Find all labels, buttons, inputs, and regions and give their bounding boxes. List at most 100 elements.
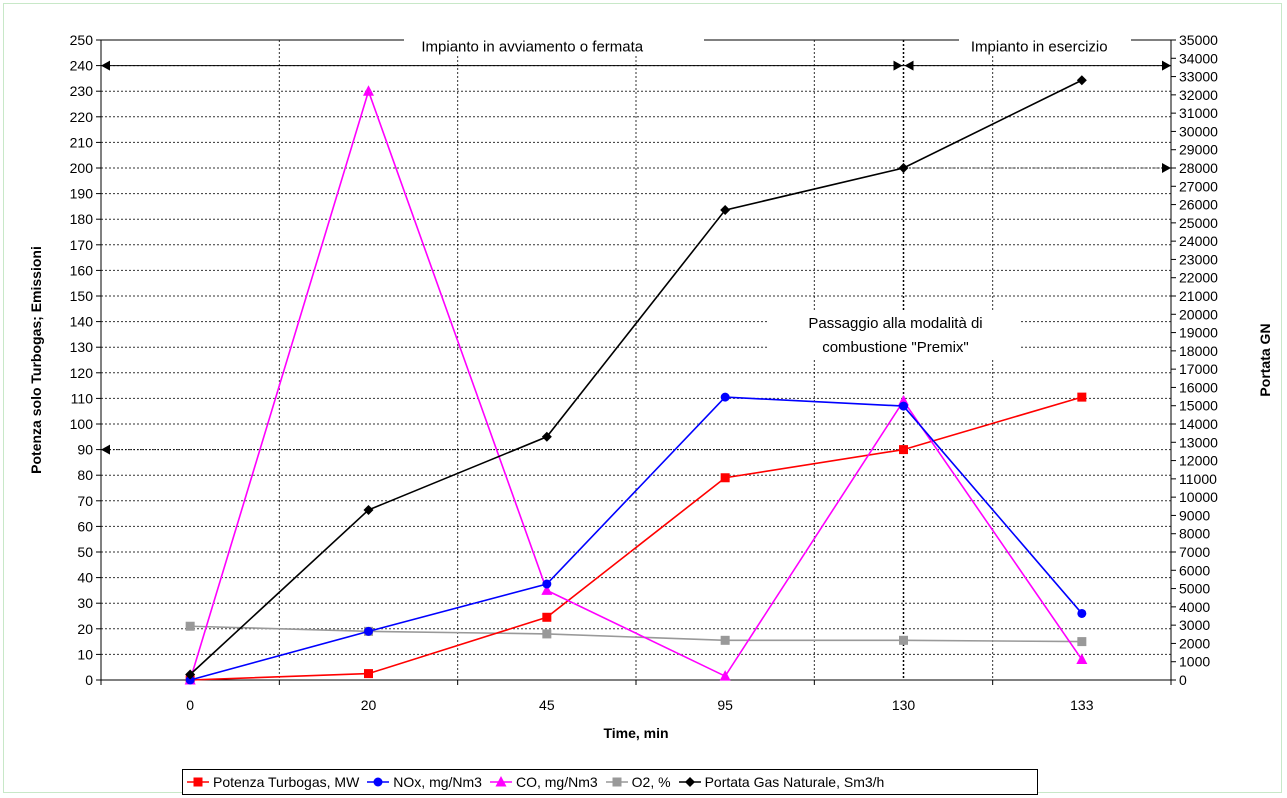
point-potenza-turbogas-mw: [720, 473, 730, 483]
point-potenza-turbogas-mw: [364, 669, 373, 679]
chart-frame: 0 10 20 30 40 50 60 70 80 90 100 110 120 130 140 150 160…: [3, 3, 1282, 795]
y-right-tick-label: 27000: [1179, 178, 1218, 194]
legend-item-nox-mg-nm3: NOx, mg/Nm3: [367, 774, 482, 790]
y-right-tick-label: 24000: [1179, 233, 1218, 249]
series-line-co-mg-nm3: [189, 88, 1083, 681]
y-left-tick-label: 120: [70, 365, 94, 381]
annotation-bg: [769, 310, 1021, 360]
point-potenza-turbogas-mw: [542, 612, 552, 622]
y-right-tick-label: 31000: [1179, 105, 1218, 121]
y-left-tick-label: 180: [70, 211, 94, 227]
y-right-axis-title: Portata GN: [1257, 323, 1273, 396]
y-right-tick-label: 34000: [1179, 50, 1218, 66]
y-right-tick-label: 12000: [1179, 453, 1218, 469]
y-left-tick-label: 240: [70, 58, 94, 74]
y-right-tick-label: 5000: [1179, 581, 1210, 597]
y-left-tick-label: 130: [70, 339, 94, 355]
y-left-tick-label: 10: [77, 646, 93, 662]
y-right-tick-label: 15000: [1179, 398, 1218, 414]
y-right-tick-label: 33000: [1179, 69, 1218, 85]
y-right-tick-label: 28000: [1179, 160, 1218, 176]
point-nox-mg-nm3: [185, 675, 195, 685]
series-line-portata-gas-naturale-sm3-h: [189, 79, 1083, 676]
point-portata-gas-naturale-sm3-h: [363, 504, 374, 515]
legend-swatch: [605, 777, 628, 787]
y-right-tick-label: 1000: [1179, 654, 1210, 670]
point-nox-mg-nm3: [364, 626, 373, 636]
y-right-tick-label: 21000: [1179, 288, 1218, 304]
y-right-tick-label: 17000: [1179, 361, 1218, 377]
y-right-tick-label: 3000: [1179, 617, 1210, 633]
legend-swatch: [678, 777, 701, 787]
x-tick-label: 133: [1070, 697, 1094, 713]
legend-item-portata-gas-naturale-sm3-h: Portata Gas Naturale, Sm3/h: [678, 774, 885, 790]
y-right-tick-label: 7000: [1179, 544, 1210, 560]
y-left-tick-label: 50: [77, 544, 93, 560]
y-right-tick-label: 32000: [1179, 87, 1218, 103]
legend-label: Potenza Turbogas, MW: [213, 774, 360, 790]
annotation-bg: [404, 37, 704, 56]
point-portata-gas-naturale-sm3-h: [541, 431, 552, 442]
y-left-tick-label: 150: [70, 288, 94, 304]
y-left-tick-label: 250: [70, 32, 94, 48]
x-tick-label: 95: [717, 697, 733, 713]
y-left-tick-label: 230: [70, 83, 94, 99]
y-left-tick-label: 110: [71, 390, 94, 406]
y-right-tick-label: 0: [1179, 672, 1187, 688]
y-right-tick-label: 6000: [1179, 562, 1210, 578]
power-ref-arrow: [101, 444, 110, 455]
y-left-tick-label: 140: [70, 314, 94, 330]
chart-legend: Potenza Turbogas, MW NOx, mg/Nm3 CO, mg/Nm…: [182, 769, 1038, 795]
y-right-tick-label: 22000: [1179, 270, 1218, 286]
point-o2: [899, 635, 908, 645]
series-line-nox-mg-nm3: [189, 396, 1083, 681]
y-left-tick-label: 210: [70, 134, 94, 150]
point-portata-gas-naturale-sm3-h: [898, 163, 909, 173]
y-right-tick-label: 25000: [1179, 215, 1218, 231]
x-tick-label: 130: [892, 697, 916, 713]
phase-arrow-mid-right: [893, 60, 903, 71]
annotation-premix-line1: Passaggio alla modalità di: [808, 315, 982, 332]
y-right-tick-label: 9000: [1179, 507, 1210, 523]
y-right-tick-label: 20000: [1179, 306, 1218, 322]
point-nox-mg-nm3: [720, 392, 730, 402]
point-portata-gas-naturale-sm3-h: [720, 205, 731, 216]
y-right-tick-label: 30000: [1179, 123, 1218, 139]
x-axis-title: Time, min: [603, 725, 668, 741]
legend-label: Portata Gas Naturale, Sm3/h: [704, 774, 885, 790]
legend-item-potenza-turbogas-mw: Potenza Turbogas, MW: [187, 774, 359, 790]
y-right-tick-label: 8000: [1179, 526, 1210, 542]
legend-label: NOx, mg/Nm3: [393, 774, 482, 790]
point-co-mg-nm3: [1076, 653, 1088, 665]
y-right-tick-label: 2000: [1179, 635, 1210, 651]
flow-ref-arrow: [1162, 163, 1171, 173]
point-co-mg-nm3: [363, 85, 374, 96]
point-portata-gas-naturale-sm3-h: [1076, 75, 1087, 86]
point-nox-mg-nm3: [542, 579, 552, 589]
point-o2: [542, 629, 552, 639]
y-right-tick-label: 13000: [1179, 434, 1218, 450]
legend-swatch: [489, 776, 512, 787]
series-line-o2: [190, 625, 1082, 643]
x-tick-label: 20: [361, 697, 377, 713]
point-portata-gas-naturale-sm3-h: [185, 669, 196, 680]
legend-label: CO, mg/Nm3: [515, 774, 598, 790]
annotation-operating: Impianto in esercizio: [971, 39, 1108, 56]
y-left-tick-label: 170: [70, 237, 94, 253]
y-right-tick-label: 18000: [1179, 343, 1218, 359]
annotation-bg: [959, 37, 1131, 56]
y-left-axis-title: Potenza solo Turbogas; Emissioni: [28, 246, 44, 474]
point-nox-mg-nm3: [1077, 608, 1087, 618]
y-left-tick-label: 220: [70, 109, 94, 125]
chart-plot: 0 10 20 30 40 50 60 70 80 90 100 110 120 130 140 150 160…: [28, 32, 1273, 741]
point-o2: [720, 635, 730, 645]
legend-swatch: [367, 777, 390, 787]
legend-label: O2, %: [631, 774, 671, 790]
point-o2: [185, 621, 195, 631]
point-potenza-turbogas-mw: [899, 445, 908, 455]
y-right-tick-label: 4000: [1179, 599, 1210, 615]
y-right-tick-label: 19000: [1179, 325, 1218, 341]
annotation-startup: Impianto in avviamento o fermata: [421, 39, 643, 56]
x-tick-label: 45: [539, 697, 555, 713]
y-left-tick-label: 160: [70, 262, 94, 278]
